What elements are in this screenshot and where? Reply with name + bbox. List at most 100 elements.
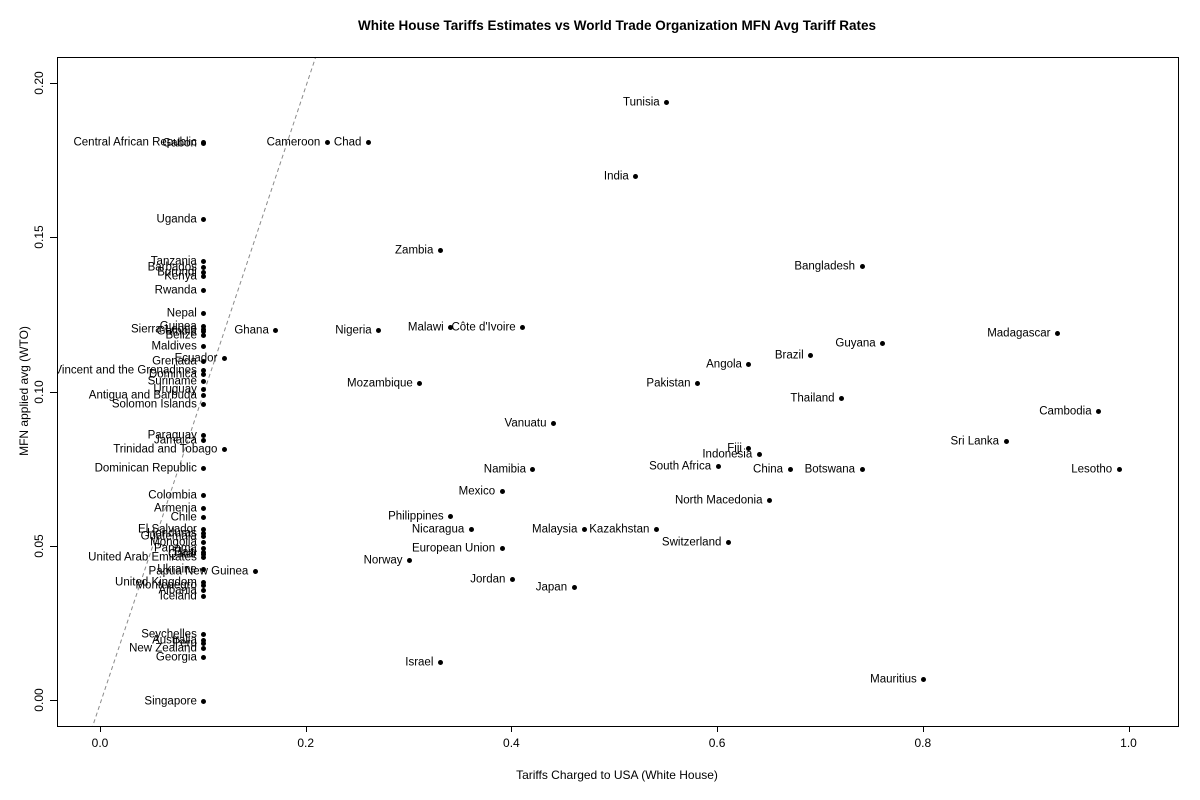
point-label: Belize <box>165 329 197 342</box>
data-point <box>201 437 207 443</box>
point-label: Papua New Guinea <box>148 565 249 578</box>
data-point <box>859 263 865 269</box>
y-axis-tick-label: 0.10 <box>32 379 46 404</box>
point-label: Norway <box>363 554 403 567</box>
y-axis-title: MFN applied avg (WTO) <box>17 326 31 456</box>
data-point <box>468 527 474 533</box>
point-label: North Macedonia <box>674 494 763 507</box>
x-axis-tick <box>100 726 101 732</box>
point-label: Ghana <box>234 324 269 337</box>
point-label: Gambia <box>156 325 197 338</box>
data-point <box>201 359 207 365</box>
data-point <box>921 677 927 683</box>
point-label: Paraguay <box>147 429 197 442</box>
data-point <box>581 527 587 533</box>
point-label: Guatemala <box>140 530 197 543</box>
data-point <box>695 380 701 386</box>
point-label: Chad <box>333 136 362 149</box>
y-axis-tick <box>50 700 57 702</box>
data-point <box>201 393 207 399</box>
data-point <box>376 328 382 334</box>
point-label: Mexico <box>458 485 496 498</box>
data-point <box>201 333 207 338</box>
data-point <box>808 353 814 359</box>
point-label: Côte d'Ivoire <box>451 321 516 334</box>
point-label: Australia <box>152 634 197 647</box>
point-label: South Africa <box>649 460 712 473</box>
identity-line <box>92 58 316 726</box>
data-point <box>201 379 207 385</box>
point-label: Dominica <box>148 368 197 381</box>
data-point <box>530 467 536 473</box>
data-point <box>201 549 207 555</box>
plot-area: Tunisia Central African Republic Gabon Came… <box>57 57 1179 727</box>
data-point <box>221 356 227 362</box>
chart-title: White House Tariffs Estimates vs World T… <box>357 18 877 33</box>
data-point <box>324 140 330 146</box>
data-point <box>839 396 845 402</box>
point-label: Tanzania <box>150 255 197 268</box>
y-axis-tick <box>50 83 57 84</box>
y-axis-tick-label: 0.15 <box>32 225 46 249</box>
point-label: Japan <box>535 581 568 594</box>
data-point <box>417 380 423 386</box>
data-point <box>201 288 207 294</box>
data-point <box>201 533 207 539</box>
point-label: Montenegro <box>135 579 197 592</box>
point-label: Haiti <box>173 546 197 559</box>
x-axis-tick-label: 1.0 <box>1120 736 1137 750</box>
point-label: Trinidad and Tobago <box>113 443 218 456</box>
point-label: Ecuador <box>174 352 218 365</box>
data-point <box>201 372 207 378</box>
point-label: Guyana <box>835 337 876 350</box>
y-axis-tick <box>50 237 57 239</box>
point-label: Nepal <box>166 307 197 320</box>
data-point <box>201 527 207 533</box>
point-label: Switzerland <box>661 536 722 549</box>
data-point <box>448 513 454 519</box>
point-label: Botswana <box>804 463 856 476</box>
data-point <box>201 258 207 264</box>
point-label: Lesotho <box>1071 463 1113 476</box>
data-point <box>767 498 773 504</box>
point-label: Nigeria <box>335 324 372 337</box>
x-axis-tick-label: 0.8 <box>914 736 932 750</box>
point-label: Uganda <box>156 213 197 226</box>
data-point <box>201 698 207 704</box>
data-point <box>201 265 207 271</box>
y-axis-tick <box>50 545 57 547</box>
point-label: Kazakhstan <box>589 523 650 536</box>
point-label: United Arab Emirates <box>88 551 197 564</box>
data-point <box>725 539 731 545</box>
point-label: Philippines <box>388 510 444 523</box>
point-label: China <box>753 463 784 476</box>
point-label: Nicaragua <box>411 523 465 536</box>
point-label: Solomon Islands <box>111 398 197 411</box>
data-point <box>509 576 515 582</box>
data-point <box>880 340 886 346</box>
point-label: El Salvador <box>138 523 197 536</box>
data-point <box>221 447 227 453</box>
y-axis-tick <box>50 391 57 393</box>
data-point <box>1055 331 1060 337</box>
point-label: Jordan <box>470 573 506 586</box>
point-label: European Union <box>411 542 496 555</box>
point-label: India <box>603 170 629 183</box>
data-point <box>520 324 526 330</box>
point-label: Armenia <box>154 502 197 515</box>
data-point <box>201 387 207 392</box>
y-axis-tick-label: 0.00 <box>32 688 46 712</box>
x-axis-tick <box>922 726 924 732</box>
point-label: Mauritius <box>870 673 917 686</box>
data-point <box>201 505 207 511</box>
data-point <box>201 465 207 471</box>
y-axis-tick-label: 0.05 <box>32 534 46 558</box>
point-label: Namibia <box>483 463 526 476</box>
point-label: Fiji <box>727 442 742 455</box>
data-point <box>201 539 207 545</box>
data-point <box>201 493 207 499</box>
point-label: Peru <box>172 637 197 650</box>
data-point <box>201 593 207 599</box>
x-axis-tick <box>1128 726 1130 732</box>
